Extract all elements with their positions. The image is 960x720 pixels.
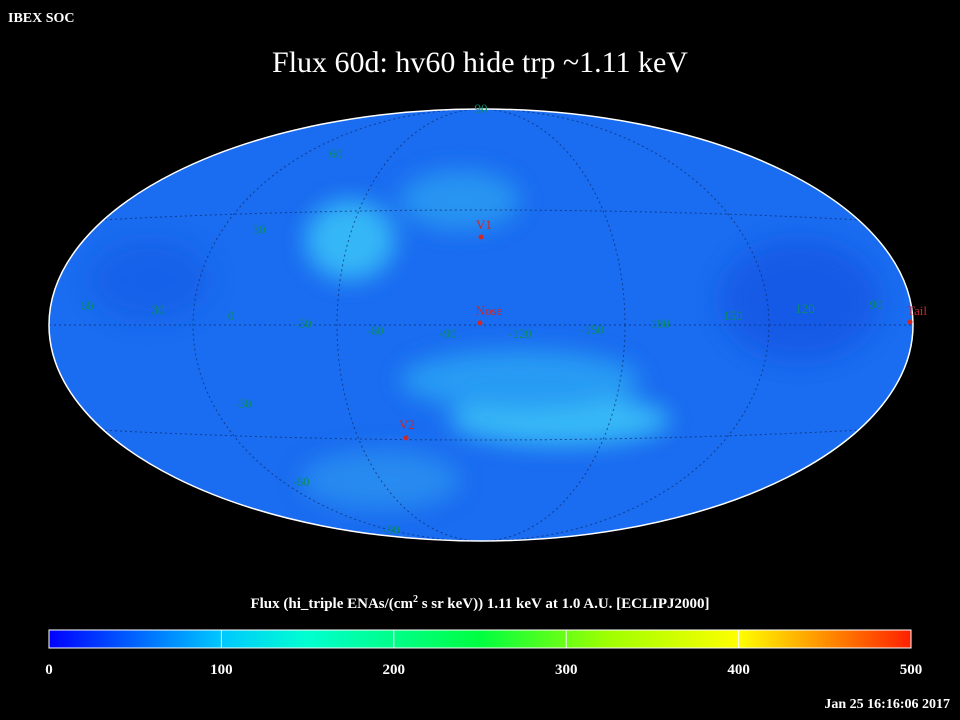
org-label: IBEX SOC: [8, 11, 75, 26]
marker-label: V1: [476, 217, 492, 232]
colorbar: [48, 629, 912, 649]
title: Flux 60d: hv60 hide trp ~1.11 keV: [272, 46, 688, 79]
latitude-label: 90: [475, 101, 488, 116]
marker-label: Tail: [907, 303, 927, 318]
longitude-label: -30: [294, 316, 311, 331]
timestamp: Jan 25 16:16:06 2017: [824, 697, 950, 712]
caption-text: Flux (hi_triple ENAs/(cm: [250, 596, 413, 612]
colorbar-tick-label: 300: [555, 662, 578, 678]
longitude-label: -120: [508, 326, 532, 341]
latitude-label: -60: [292, 474, 309, 489]
latitude-label: 30: [253, 222, 266, 237]
colorbar-caption: Flux (hi_triple ENAs/(cm2 s sr keV)) 1.1…: [250, 594, 709, 612]
caption-text: s sr keV)) 1.11 keV at 1.0 A.U. [ECLIPJ2…: [418, 596, 710, 612]
longitude-label: 180: [650, 316, 670, 331]
longitude-label: -150: [580, 322, 604, 337]
colorbar-tick-label: 0: [45, 662, 53, 678]
colorbar-tick-label: 400: [727, 662, 750, 678]
longitude-label: 90: [870, 297, 883, 312]
marker-dot: [477, 320, 483, 326]
latitude-label: -90: [382, 522, 399, 537]
latitude-label: 60: [330, 146, 343, 161]
caption-sup: 2: [413, 594, 418, 605]
colorbar-tick-label: 200: [383, 662, 406, 678]
marker-label: V2: [399, 417, 415, 432]
colorbar-tick-label: 500: [900, 662, 923, 678]
longitude-label: 30: [152, 302, 165, 317]
map-outline: [48, 108, 914, 542]
marker-dot: [478, 234, 484, 240]
longitude-label: -90: [439, 326, 456, 341]
longitude-label: -60: [366, 323, 383, 338]
longitude-label: 0: [228, 308, 235, 323]
latitude-label: -30: [234, 396, 251, 411]
marker-dot: [403, 435, 409, 441]
marker-label: Nose: [476, 303, 503, 318]
colorbar-tick-label: 100: [210, 662, 233, 678]
longitude-label: 150: [723, 308, 743, 323]
marker-dot: [907, 319, 913, 325]
longitude-label: 120: [795, 301, 815, 316]
longitude-label: 60: [81, 298, 94, 313]
